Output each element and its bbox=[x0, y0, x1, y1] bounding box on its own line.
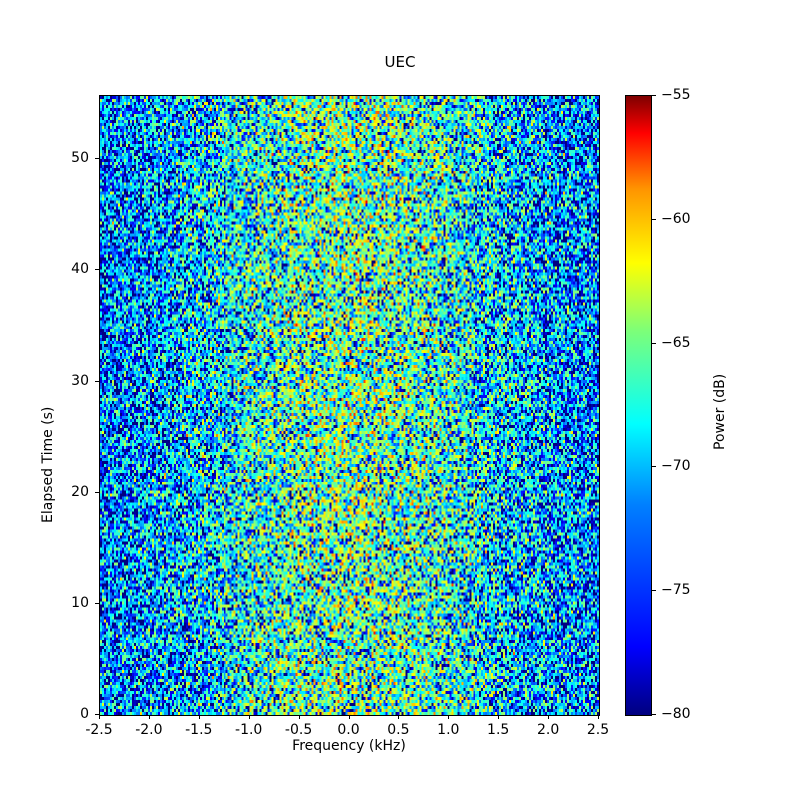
y-axis-tick bbox=[95, 491, 99, 493]
y-axis-tick bbox=[95, 158, 99, 160]
colorbar-tick-label: −60 bbox=[661, 210, 691, 227]
x-axis-tick bbox=[348, 715, 350, 719]
x-axis-tick-label: 0.0 bbox=[337, 722, 360, 738]
y-axis-tick-label: 50 bbox=[71, 150, 89, 167]
spectrogram-plot-area bbox=[99, 95, 600, 716]
colorbar-tick bbox=[652, 466, 656, 468]
x-axis-tick-label: -2.5 bbox=[85, 722, 113, 738]
x-axis-tick bbox=[248, 715, 250, 719]
x-axis-tick bbox=[498, 715, 500, 719]
colorbar-tick-label: −65 bbox=[661, 334, 691, 351]
y-axis-tick bbox=[95, 269, 99, 271]
y-axis-label: Elapsed Time (s) bbox=[40, 406, 56, 523]
spectrogram-image bbox=[100, 96, 599, 715]
y-axis-tick bbox=[95, 714, 99, 715]
x-axis-tick-label: -2.0 bbox=[135, 722, 163, 738]
colorbar-tick bbox=[652, 342, 656, 344]
colorbar-tick-label: −55 bbox=[661, 87, 691, 103]
y-axis-tick-label: 10 bbox=[71, 594, 89, 611]
x-axis-tick-label: -1.5 bbox=[185, 722, 213, 738]
x-axis-tick bbox=[99, 715, 100, 719]
colorbar-tick bbox=[652, 95, 656, 96]
x-axis-tick-label: 1.5 bbox=[487, 722, 510, 738]
x-axis-label: Frequency (kHz) bbox=[292, 738, 406, 754]
x-axis-tick-label: 1.0 bbox=[437, 722, 460, 738]
y-axis-tick-label: 40 bbox=[71, 261, 89, 278]
x-axis-tick bbox=[548, 715, 550, 719]
colorbar-tick bbox=[652, 590, 656, 592]
title-station: UEC bbox=[384, 53, 416, 71]
y-axis-tick bbox=[95, 380, 99, 382]
colorbar-tick bbox=[652, 714, 656, 715]
y-axis-tick-label: 0 bbox=[80, 706, 89, 722]
colorbar-label: Power (dB) bbox=[712, 373, 728, 450]
colorbar-tick-label: −70 bbox=[661, 458, 691, 475]
y-axis-tick-label: 20 bbox=[71, 483, 89, 500]
colorbar-tick-label: −80 bbox=[661, 706, 691, 722]
x-axis-tick-label: -1.0 bbox=[235, 722, 263, 738]
x-axis-tick-label: 2.5 bbox=[586, 722, 610, 738]
x-axis-tick bbox=[198, 715, 200, 719]
colorbar bbox=[625, 95, 652, 716]
colorbar-tick bbox=[652, 218, 656, 220]
colorbar-tick-label: −75 bbox=[661, 582, 691, 599]
x-axis-tick bbox=[398, 715, 400, 719]
x-axis-tick bbox=[598, 715, 599, 719]
y-axis-tick-label: 30 bbox=[71, 372, 89, 389]
x-axis-tick-label: -0.5 bbox=[284, 722, 313, 738]
x-axis-tick-label: 2.0 bbox=[536, 722, 560, 738]
x-axis-tick bbox=[448, 715, 450, 719]
y-axis-tick bbox=[95, 602, 99, 604]
x-axis-tick-label: 0.5 bbox=[387, 722, 410, 738]
x-axis-tick bbox=[298, 715, 300, 719]
x-axis-tick bbox=[148, 715, 150, 719]
